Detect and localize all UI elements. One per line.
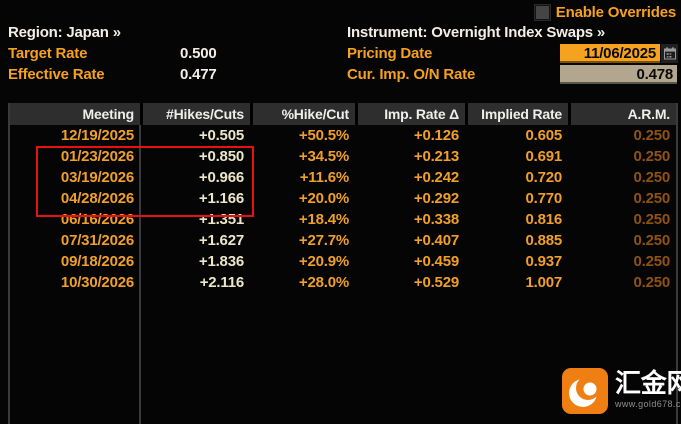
cell-arm: 0.250: [633, 127, 670, 144]
watermark: 汇金网 www.gold678.com: [562, 368, 681, 414]
cell-arm: 0.250: [633, 274, 670, 291]
enable-overrides-label: Enable Overrides: [555, 4, 676, 21]
cell-arm: 0.250: [633, 253, 670, 270]
cell-pct-hike-cut: +27.7%: [298, 232, 349, 249]
cell-meeting: 12/19/2025: [60, 127, 134, 144]
cell-hikes-cuts: +1.836: [198, 253, 244, 270]
cell-implied-rate: 0.720: [525, 169, 562, 186]
cell-meeting: 04/28/2026: [60, 190, 134, 207]
effective-rate-value: 0.477: [180, 66, 217, 83]
effective-rate-label: Effective Rate: [8, 66, 105, 83]
cell-imp-rate-delta: +0.338: [413, 211, 459, 228]
cell-arm: 0.250: [633, 169, 670, 186]
cell-pct-hike-cut: +34.5%: [298, 148, 349, 165]
table-row[interactable]: 09/18/2026 +1.836 +20.9% +0.459 0.937 0.…: [10, 251, 676, 272]
table-left-border: [8, 103, 10, 424]
cell-implied-rate: 0.770: [525, 190, 562, 207]
watermark-site-name: 汇金网: [615, 368, 681, 398]
table-row[interactable]: 06/16/2026 +1.351 +18.4% +0.338 0.816 0.…: [10, 209, 676, 230]
cell-meeting: 09/18/2026: [60, 253, 134, 270]
table-row[interactable]: 10/30/2026 +2.116 +28.0% +0.529 1.007 0.…: [10, 272, 676, 293]
cell-imp-rate-delta: +0.529: [413, 274, 459, 291]
cell-implied-rate: 0.816: [525, 211, 562, 228]
header-meeting: Meeting: [82, 106, 135, 122]
cur-imp-on-rate-label: Cur. Imp. O/N Rate: [347, 66, 476, 83]
cell-pct-hike-cut: +11.6%: [299, 169, 349, 186]
header-arm: A.R.M.: [568, 103, 676, 125]
cell-pct-hike-cut: +50.5%: [298, 127, 349, 144]
cell-meeting: 01/23/2026: [60, 148, 134, 165]
cell-implied-rate: 0.691: [525, 148, 562, 165]
cell-imp-rate-delta: +0.126: [413, 127, 459, 144]
cell-hikes-cuts: +2.116: [199, 274, 244, 291]
cell-meeting: 03/19/2026: [60, 169, 134, 186]
cell-hikes-cuts: +1.166: [198, 190, 244, 207]
cell-implied-rate: 1.007: [525, 274, 562, 291]
cell-pct-hike-cut: +28.0%: [298, 274, 349, 291]
watermark-site-url: www.gold678.com: [615, 399, 681, 409]
cell-hikes-cuts: +0.966: [198, 169, 244, 186]
huijin-logo-icon: [562, 368, 608, 414]
cell-arm: 0.250: [633, 211, 670, 228]
cell-pct-hike-cut: +18.4%: [298, 211, 349, 228]
cell-imp-rate-delta: +0.292: [413, 190, 459, 207]
cell-arm: 0.250: [633, 232, 670, 249]
cell-arm: 0.250: [633, 148, 670, 165]
pricing-date-input[interactable]: 11/06/2025: [560, 44, 660, 63]
cell-hikes-cuts: +1.627: [198, 232, 244, 249]
cell-meeting: 06/16/2026: [60, 211, 134, 228]
calendar-picker-button[interactable]: [661, 44, 678, 63]
cur-imp-on-rate-field[interactable]: 0.478: [560, 65, 677, 84]
cell-pct-hike-cut: +20.0%: [298, 190, 349, 207]
cell-meeting: 10/30/2026: [60, 274, 134, 291]
calendar-icon: [663, 47, 676, 60]
table-row[interactable]: 07/31/2026 +1.627 +27.7% +0.407 0.885 0.…: [10, 230, 676, 251]
cell-imp-rate-delta: +0.459: [413, 253, 459, 270]
header-imp-rate-delta: Imp. Rate Δ: [355, 103, 465, 125]
header-pct-hike-cut: %Hike/Cut: [250, 103, 355, 125]
region-selector[interactable]: Region: Japan »: [8, 24, 121, 41]
cell-implied-rate: 0.605: [525, 127, 562, 144]
target-rate-label: Target Rate: [8, 45, 88, 62]
meeting-column-divider: [139, 125, 141, 424]
header-hikes-cuts: #Hikes/Cuts: [140, 103, 250, 125]
enable-overrides-checkbox[interactable]: [533, 4, 551, 21]
cell-imp-rate-delta: +0.407: [413, 232, 459, 249]
table-row[interactable]: 04/28/2026 +1.166 +20.0% +0.292 0.770 0.…: [10, 188, 676, 209]
target-rate-value: 0.500: [180, 45, 217, 62]
cell-hikes-cuts: +0.850: [198, 148, 244, 165]
rates-table: Meeting #Hikes/Cuts %Hike/Cut Imp. Rate …: [10, 103, 676, 293]
table-row[interactable]: 01/23/2026 +0.850 +34.5% +0.213 0.691 0.…: [10, 146, 676, 167]
pricing-date-label: Pricing Date: [347, 45, 433, 62]
table-header-row: Meeting #Hikes/Cuts %Hike/Cut Imp. Rate …: [10, 103, 676, 125]
enable-overrides-row: Enable Overrides: [533, 4, 676, 21]
cell-imp-rate-delta: +0.242: [413, 169, 459, 186]
cell-hikes-cuts: +0.505: [198, 127, 244, 144]
cell-meeting: 07/31/2026: [60, 232, 134, 249]
table-right-border: [676, 103, 678, 424]
cell-hikes-cuts: +1.351: [198, 211, 244, 228]
cell-pct-hike-cut: +20.9%: [298, 253, 349, 270]
table-row[interactable]: 03/19/2026 +0.966 +11.6% +0.242 0.720 0.…: [10, 167, 676, 188]
cell-arm: 0.250: [633, 190, 670, 207]
header-implied-rate: Implied Rate: [465, 103, 568, 125]
cell-implied-rate: 0.885: [525, 232, 562, 249]
cell-imp-rate-delta: +0.213: [413, 148, 459, 165]
table-row[interactable]: 12/19/2025 +0.505 +50.5% +0.126 0.605 0.…: [10, 125, 676, 146]
instrument-selector[interactable]: Instrument: Overnight Index Swaps »: [347, 24, 606, 41]
cell-implied-rate: 0.937: [525, 253, 562, 270]
